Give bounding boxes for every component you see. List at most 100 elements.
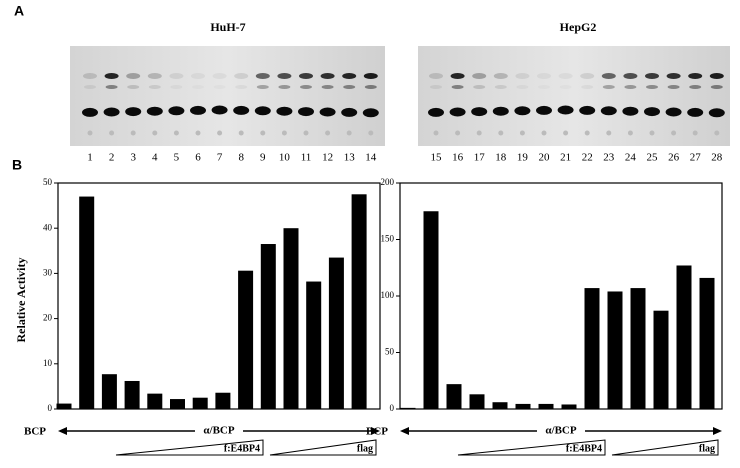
gel-band (710, 85, 723, 89)
lane-number: 1 (87, 152, 93, 164)
lane-number: 14 (365, 152, 377, 164)
gel-title: HepG2 (560, 20, 597, 34)
gel-well (346, 130, 352, 136)
gel-band (147, 73, 162, 79)
gel-band (624, 85, 637, 89)
gel-band (687, 107, 704, 117)
gel-well (152, 130, 158, 136)
gel-band (343, 85, 356, 89)
gel-band (254, 106, 271, 116)
gel-well (627, 130, 633, 136)
gel-well (433, 130, 439, 136)
gel-band (472, 73, 487, 79)
gel-band (319, 107, 336, 117)
gel-band (493, 73, 508, 79)
gel-well (692, 130, 698, 136)
gel-well (130, 130, 136, 136)
gel-band (471, 107, 488, 117)
bar (515, 403, 531, 409)
lane-number: 22 (582, 152, 593, 164)
gel-band (146, 106, 163, 116)
lane-number: 10 (279, 152, 291, 164)
gel-band (665, 107, 682, 117)
gel-band (557, 105, 574, 115)
gel-band (169, 73, 184, 79)
y-tick-label: 50 (385, 347, 395, 357)
lane-number: 13 (344, 152, 356, 164)
gel-band (105, 85, 118, 89)
y-tick-label: 100 (381, 290, 395, 300)
bar (607, 291, 623, 409)
gel-band (277, 73, 292, 79)
gel-band (127, 85, 140, 89)
gel-well (260, 130, 266, 136)
gel-band (430, 85, 442, 89)
gel-band (192, 85, 204, 89)
gel-well (281, 130, 287, 136)
gel-well (476, 130, 482, 136)
gel-well (109, 130, 115, 136)
gel-band (104, 73, 119, 79)
lane-number: 17 (474, 152, 486, 164)
gel-band (233, 105, 250, 115)
gel-band (492, 106, 509, 116)
gel-well (303, 130, 309, 136)
gel-band (190, 105, 206, 115)
y-tick-label: 50 (43, 177, 53, 187)
bar (469, 394, 485, 409)
plot-frame (399, 182, 723, 410)
gel-band (515, 73, 530, 79)
bar (306, 281, 322, 409)
wedge-label: f:E4BP4 (224, 443, 260, 454)
gel-title: HuH-7 (210, 20, 245, 34)
bar (170, 399, 185, 409)
gel-band (450, 73, 465, 79)
gel-band (688, 73, 703, 79)
gel-band (256, 85, 269, 89)
gel-band (537, 73, 551, 79)
gel-band (191, 73, 205, 79)
gel-band (321, 85, 334, 89)
bar (192, 397, 208, 409)
gel-band (536, 105, 552, 115)
wedge-label: flag (357, 443, 373, 454)
gel-band (342, 73, 357, 79)
y-tick-label: 10 (43, 358, 53, 368)
gel-band (602, 85, 615, 89)
bar (400, 407, 416, 409)
y-axis-label: Relative Activity (14, 258, 28, 343)
gel-band (341, 107, 358, 117)
bar (101, 374, 117, 409)
gel-band (276, 106, 293, 116)
gel-band (364, 85, 377, 89)
lane-number: 20 (539, 152, 551, 164)
gel-band (214, 85, 226, 89)
gel-band (646, 85, 658, 89)
gel-band (428, 107, 444, 117)
wedge (457, 439, 606, 456)
y-tick-label: 200 (381, 177, 395, 187)
bar (423, 211, 439, 409)
gel-well (584, 130, 590, 136)
gel-band (168, 106, 185, 116)
lane-number: 24 (625, 152, 637, 164)
wedge (269, 439, 377, 456)
lane-number: 28 (711, 152, 723, 164)
lane-number: 15 (431, 152, 443, 164)
gel-well (325, 130, 331, 136)
bar (260, 244, 276, 409)
lane-number: 5 (174, 152, 180, 164)
wedge-label: flag (699, 443, 715, 454)
construct-label: α/BCP (545, 425, 576, 437)
bar (56, 403, 72, 409)
gel-well (714, 130, 720, 136)
lane-number: 12 (322, 152, 333, 164)
lane-number: 23 (603, 152, 615, 164)
gel-band (320, 73, 335, 79)
lane-number: 8 (238, 152, 244, 164)
bar (653, 310, 669, 409)
gel-band (622, 106, 639, 116)
y-tick-label: 20 (43, 313, 53, 323)
gel-band (362, 108, 379, 118)
